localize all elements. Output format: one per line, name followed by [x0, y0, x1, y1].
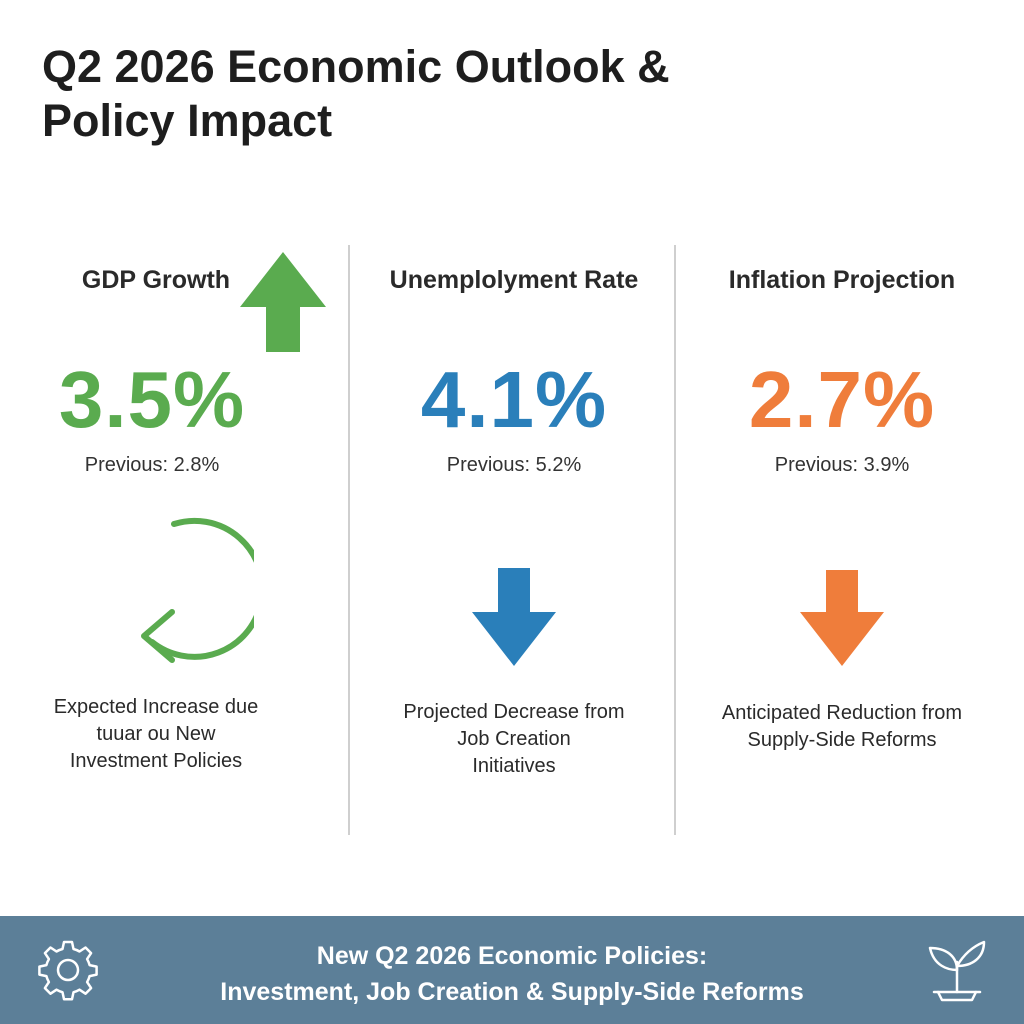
inflation-previous: Previous: 3.9% — [774, 454, 910, 476]
unemployment-heading: Unemplolyment Rate — [389, 266, 639, 294]
unemployment-value: 4.1% — [420, 355, 608, 444]
unemployment-rate-card: Unemplolyment Rate 4.1% Previous: 5.2% P… — [354, 0, 674, 900]
gear-icon — [38, 940, 98, 1001]
down-arrow-icon — [800, 570, 884, 666]
unemployment-description-line-3: Initiatives — [472, 755, 556, 777]
gdp-description: Expected Increase due tuuar ou New Inves… — [16, 694, 296, 775]
gdp-value: 3.5% — [58, 355, 246, 444]
unemployment-previous: Previous: 5.2% — [446, 454, 582, 476]
column-divider-2 — [674, 245, 676, 835]
policy-banner-text: New Q2 2026 Economic Policies: Investmen… — [150, 938, 874, 1010]
gdp-growth-card: GDP Growth 3.5% Previous: 2.8% Expected … — [16, 0, 336, 900]
gdp-description-line-2: tuuar ou New — [96, 723, 216, 745]
down-arrow-icon — [472, 568, 556, 666]
sprout-icon — [928, 940, 986, 1002]
title-line-1: Q2 2026 Economic Outlook & — [42, 41, 670, 92]
unemployment-description-line-2: Job Creation — [457, 728, 571, 750]
policy-banner: New Q2 2026 Economic Policies: Investmen… — [0, 916, 1024, 1024]
inflation-value: 2.7% — [748, 355, 936, 444]
gdp-previous: Previous: 2.8% — [84, 454, 220, 476]
page-title: Q2 2026 Economic Outlook & Policy Impact — [42, 40, 742, 148]
inflation-description-line-2: Supply-Side Reforms — [747, 729, 937, 751]
up-arrow-icon — [240, 252, 326, 352]
inflation-heading: Inflation Projection — [728, 266, 956, 294]
banner-line-2: Investment, Job Creation & Supply-Side R… — [220, 978, 804, 1006]
title-line-2: Policy Impact — [42, 95, 333, 146]
banner-line-1: New Q2 2026 Economic Policies: — [316, 942, 708, 970]
gdp-heading: GDP Growth — [81, 266, 231, 294]
inflation-projection-card: Inflation Projection 2.7% Previous: 3.9%… — [682, 0, 1002, 900]
inflation-description: Anticipated Reduction from Supply-Side R… — [702, 700, 982, 754]
gdp-description-line-3: Investment Policies — [69, 750, 243, 772]
column-divider-1 — [348, 245, 350, 835]
unemployment-description-line-1: Projected Decrease from — [403, 701, 625, 723]
circular-arrow-icon — [141, 517, 254, 663]
gdp-description-line-1: Expected Increase due — [53, 696, 259, 718]
unemployment-description: Projected Decrease from Job Creation Ini… — [374, 699, 654, 780]
inflation-description-line-1: Anticipated Reduction from — [721, 702, 963, 724]
